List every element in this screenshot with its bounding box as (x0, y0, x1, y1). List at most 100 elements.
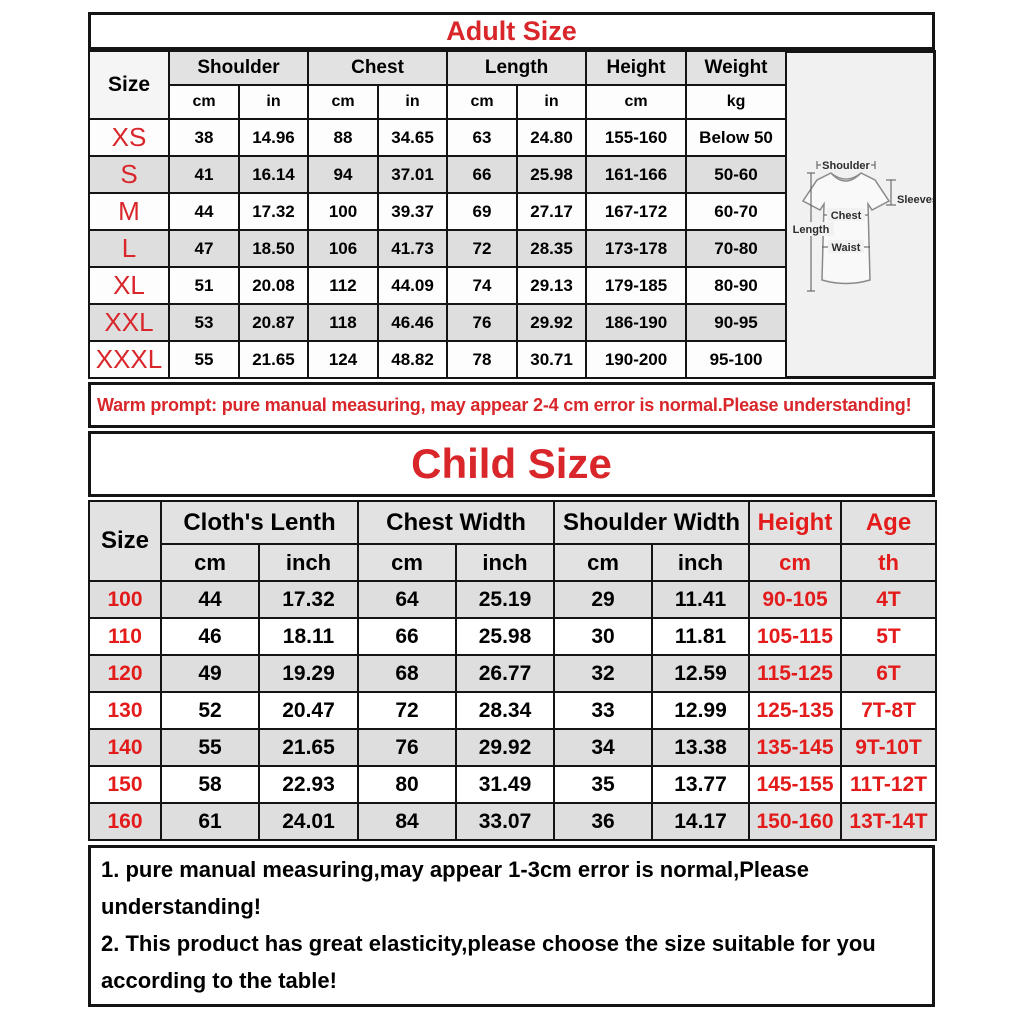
adult-size-title: Adult Size (88, 12, 935, 50)
size-chart-page: Adult Size Size Shoulder Chest Length He… (88, 12, 938, 1007)
child-value-cell: 33.07 (455, 802, 556, 841)
adult-value-cell: 34.65 (376, 118, 449, 157)
child-value-cell: 28.34 (455, 691, 556, 730)
adult-value-cell: 155-160 (585, 118, 688, 157)
child-size-section: Child Size Size Cloth's Lenth Chest Widt… (88, 431, 938, 1007)
adult-value-cell: 48.82 (376, 340, 449, 379)
child-header-row-groups: Size Cloth's Lenth Chest Width Shoulder … (88, 500, 938, 582)
child-col-header-cloth-length: Cloth's Lenth (159, 500, 360, 545)
child-value-cell: 68 (357, 654, 458, 693)
adult-col-header-weight: Weight (685, 50, 788, 86)
adult-value-cell: 161-166 (585, 155, 688, 194)
adult-unit-header: cm (307, 84, 379, 120)
adult-value-cell: 29.92 (516, 303, 588, 342)
adult-value-cell: 55 (168, 340, 240, 379)
adult-value-cell: 112 (307, 266, 379, 305)
child-size-label: 120 (88, 654, 162, 693)
adult-value-cell: 179-185 (585, 266, 688, 305)
warning-note: Warm prompt: pure manual measuring, may … (88, 382, 935, 428)
notes-section: 1. pure manual measuring,may appear 1-3c… (88, 845, 935, 1007)
adult-value-cell: 24.80 (516, 118, 588, 157)
adult-table-row: XXL 53 20.87 118 46.46 76 29.92 186-190 … (88, 303, 788, 342)
adult-size-section: Adult Size Size Shoulder Chest Length He… (88, 12, 937, 428)
child-value-cell: 44 (160, 580, 260, 619)
adult-value-cell: 94 (307, 155, 379, 194)
adult-size-label: L (88, 229, 170, 268)
child-col-header-shoulder-width: Shoulder Width (553, 500, 751, 545)
adult-value-cell: 70-80 (685, 229, 788, 268)
adult-size-label: XL (88, 266, 170, 305)
child-value-cell: 80 (357, 765, 458, 804)
child-height-cell: 150-160 (748, 802, 843, 841)
adult-unit-header: kg (685, 84, 788, 120)
child-table-row: 150 58 22.93 80 31.49 35 13.77 145-155 1… (88, 765, 938, 804)
adult-value-cell: 20.08 (238, 266, 309, 305)
adult-size-table: Size Shoulder Chest Length Height Weight… (88, 50, 788, 379)
adult-value-cell: 39.37 (376, 192, 449, 231)
adult-header-row-groups: Size Shoulder Chest Length Height Weight (88, 50, 788, 120)
adult-size-label: XXXL (88, 340, 170, 379)
adult-value-cell: 118 (307, 303, 379, 342)
child-header-row-units: cm inch cm inch cm inch cm th (89, 543, 938, 582)
child-value-cell: 46 (160, 617, 260, 656)
adult-value-cell: 78 (446, 340, 519, 379)
adult-size-label: XS (88, 118, 170, 157)
child-value-cell: 26.77 (455, 654, 556, 693)
diagram-label-length: Length (793, 224, 830, 236)
adult-value-cell: 66 (446, 155, 519, 194)
adult-value-cell: 69 (446, 192, 519, 231)
tshirt-outline-drawing: Shoulder Length Sleeves Chest Waist (788, 158, 933, 292)
child-unit-header: cm (357, 543, 458, 582)
adult-value-cell: 20.87 (238, 303, 309, 342)
adult-value-cell: 41 (168, 155, 240, 194)
diagram-label-shoulder: Shoulder (822, 160, 870, 172)
child-col-header-size: Size (88, 500, 162, 582)
adult-value-cell: 16.14 (238, 155, 309, 194)
diagram-label-chest: Chest (831, 210, 862, 222)
adult-value-cell: 124 (307, 340, 379, 379)
adult-col-header-shoulder: Shoulder (168, 50, 309, 86)
adult-value-cell: 186-190 (585, 303, 688, 342)
child-unit-header: th (840, 543, 938, 582)
child-value-cell: 61 (160, 802, 260, 841)
child-value-cell: 19.29 (257, 654, 360, 693)
child-height-cell: 115-125 (748, 654, 843, 693)
child-value-cell: 18.11 (257, 617, 360, 656)
adult-value-cell: 25.98 (516, 155, 588, 194)
child-size-label: 140 (88, 728, 162, 767)
note-item: 1. pure manual measuring,may appear 1-3c… (101, 857, 809, 919)
child-height-cell: 135-145 (748, 728, 843, 767)
child-size-title: Child Size (88, 431, 935, 497)
child-col-header-age: Age (840, 500, 938, 545)
child-age-cell: 11T-12T (840, 765, 938, 804)
child-unit-header: cm (748, 543, 843, 582)
child-value-cell: 12.99 (651, 691, 751, 730)
adult-value-cell: 44.09 (376, 266, 449, 305)
adult-value-cell: 95-100 (685, 340, 788, 379)
child-value-cell: 21.65 (257, 728, 360, 767)
adult-table-row: S 41 16.14 94 37.01 66 25.98 161-166 50-… (88, 155, 788, 194)
adult-value-cell: 44 (168, 192, 240, 231)
child-value-cell: 32 (553, 654, 654, 693)
child-age-cell: 6T (840, 654, 938, 693)
child-value-cell: 31.49 (455, 765, 556, 804)
adult-size-body: Size Shoulder Chest Length Height Weight… (88, 50, 937, 379)
child-value-cell: 25.19 (455, 580, 556, 619)
child-table-row: 130 52 20.47 72 28.34 33 12.99 125-135 7… (88, 691, 938, 730)
adult-table-row: XXXL 55 21.65 124 48.82 78 30.71 190-200… (88, 340, 788, 379)
child-size-table: Size Cloth's Lenth Chest Width Shoulder … (88, 500, 938, 841)
adult-unit-header: in (238, 84, 309, 120)
child-value-cell: 55 (160, 728, 260, 767)
child-height-cell: 105-115 (748, 617, 843, 656)
adult-value-cell: 37.01 (376, 155, 449, 194)
adult-value-cell: 106 (307, 229, 379, 268)
adult-unit-header: cm (446, 84, 519, 120)
child-value-cell: 13.38 (651, 728, 751, 767)
adult-value-cell: 90-95 (685, 303, 788, 342)
child-value-cell: 58 (160, 765, 260, 804)
child-unit-header: inch (455, 543, 556, 582)
child-value-cell: 13.77 (651, 765, 751, 804)
adult-value-cell: 38 (168, 118, 240, 157)
child-age-cell: 9T-10T (840, 728, 938, 767)
child-value-cell: 49 (160, 654, 260, 693)
